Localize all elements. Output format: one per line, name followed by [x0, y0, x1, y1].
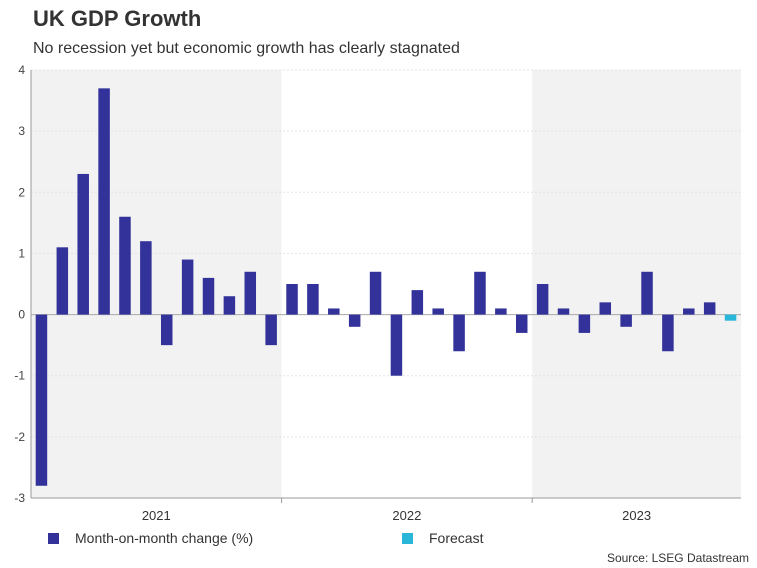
bar-mom-change — [703, 302, 716, 315]
year-band-2021 — [31, 70, 282, 498]
bar-mom-change — [98, 88, 110, 315]
y-tick-label: 1 — [18, 246, 25, 260]
x-year-label: 2021 — [142, 508, 171, 520]
bar-mom-change — [536, 284, 549, 315]
y-tick-label: 2 — [18, 185, 25, 199]
bar-mom-change — [140, 241, 152, 315]
bar-mom-change — [599, 302, 612, 315]
bar-mom-change — [286, 284, 298, 315]
bar-mom-change — [369, 271, 382, 315]
gdp-bar-chart: 4 3 2 1 0 -1 -2 -3 2021 2022 2023 — [14, 63, 741, 520]
chart-title: UK GDP Growth — [33, 6, 202, 31]
source-note: Source: LSEG Datastream — [606, 551, 749, 565]
legend-swatch-series — [48, 532, 59, 544]
bar-mom-change — [662, 314, 674, 352]
legend-item-forecast: Forecast — [402, 530, 483, 546]
y-tick-label: 0 — [18, 308, 25, 322]
bar-mom-change — [223, 296, 236, 315]
bar-mom-change — [620, 314, 632, 327]
bar-mom-change — [181, 259, 194, 315]
y-tick-label: 3 — [18, 124, 25, 138]
bar-mom-change — [244, 271, 257, 315]
bar-mom-change — [390, 314, 403, 376]
bar-mom-change — [56, 247, 69, 315]
y-tick-label: 4 — [18, 63, 25, 77]
bar-mom-change — [641, 271, 653, 315]
x-year-label: 2023 — [622, 508, 651, 520]
legend-item-series: Month-on-month change (%) — [48, 530, 253, 546]
bar-mom-change — [432, 308, 444, 315]
y-tick-label: -3 — [14, 491, 25, 505]
bar-mom-change — [495, 308, 507, 315]
bar-mom-change — [119, 216, 131, 315]
legend-label-series: Month-on-month change (%) — [75, 530, 254, 546]
bar-mom-change — [557, 308, 570, 315]
bar-mom-change — [328, 308, 340, 315]
bar-mom-change — [35, 314, 48, 486]
y-tick-label: -1 — [14, 369, 25, 383]
bar-mom-change — [578, 314, 591, 333]
year-band-2023 — [532, 70, 741, 498]
bar-mom-change — [307, 284, 319, 315]
bar-mom-change — [453, 314, 465, 352]
bar-mom-change — [683, 308, 695, 315]
bar-mom-change — [348, 314, 361, 327]
legend-swatch-forecast — [402, 532, 413, 544]
bar-mom-change — [77, 173, 89, 315]
bar-mom-change — [202, 277, 215, 315]
legend-label-forecast: Forecast — [429, 530, 484, 546]
bar-mom-change — [515, 314, 528, 333]
bar-forecast — [724, 314, 737, 321]
bar-mom-change — [160, 314, 173, 346]
chart-subtitle: No recession yet but economic growth has… — [33, 40, 460, 57]
bar-mom-change — [411, 290, 424, 315]
x-year-label: 2022 — [392, 508, 421, 520]
bar-mom-change — [265, 314, 277, 346]
bar-mom-change — [474, 271, 486, 315]
y-tick-label: -2 — [14, 430, 25, 444]
